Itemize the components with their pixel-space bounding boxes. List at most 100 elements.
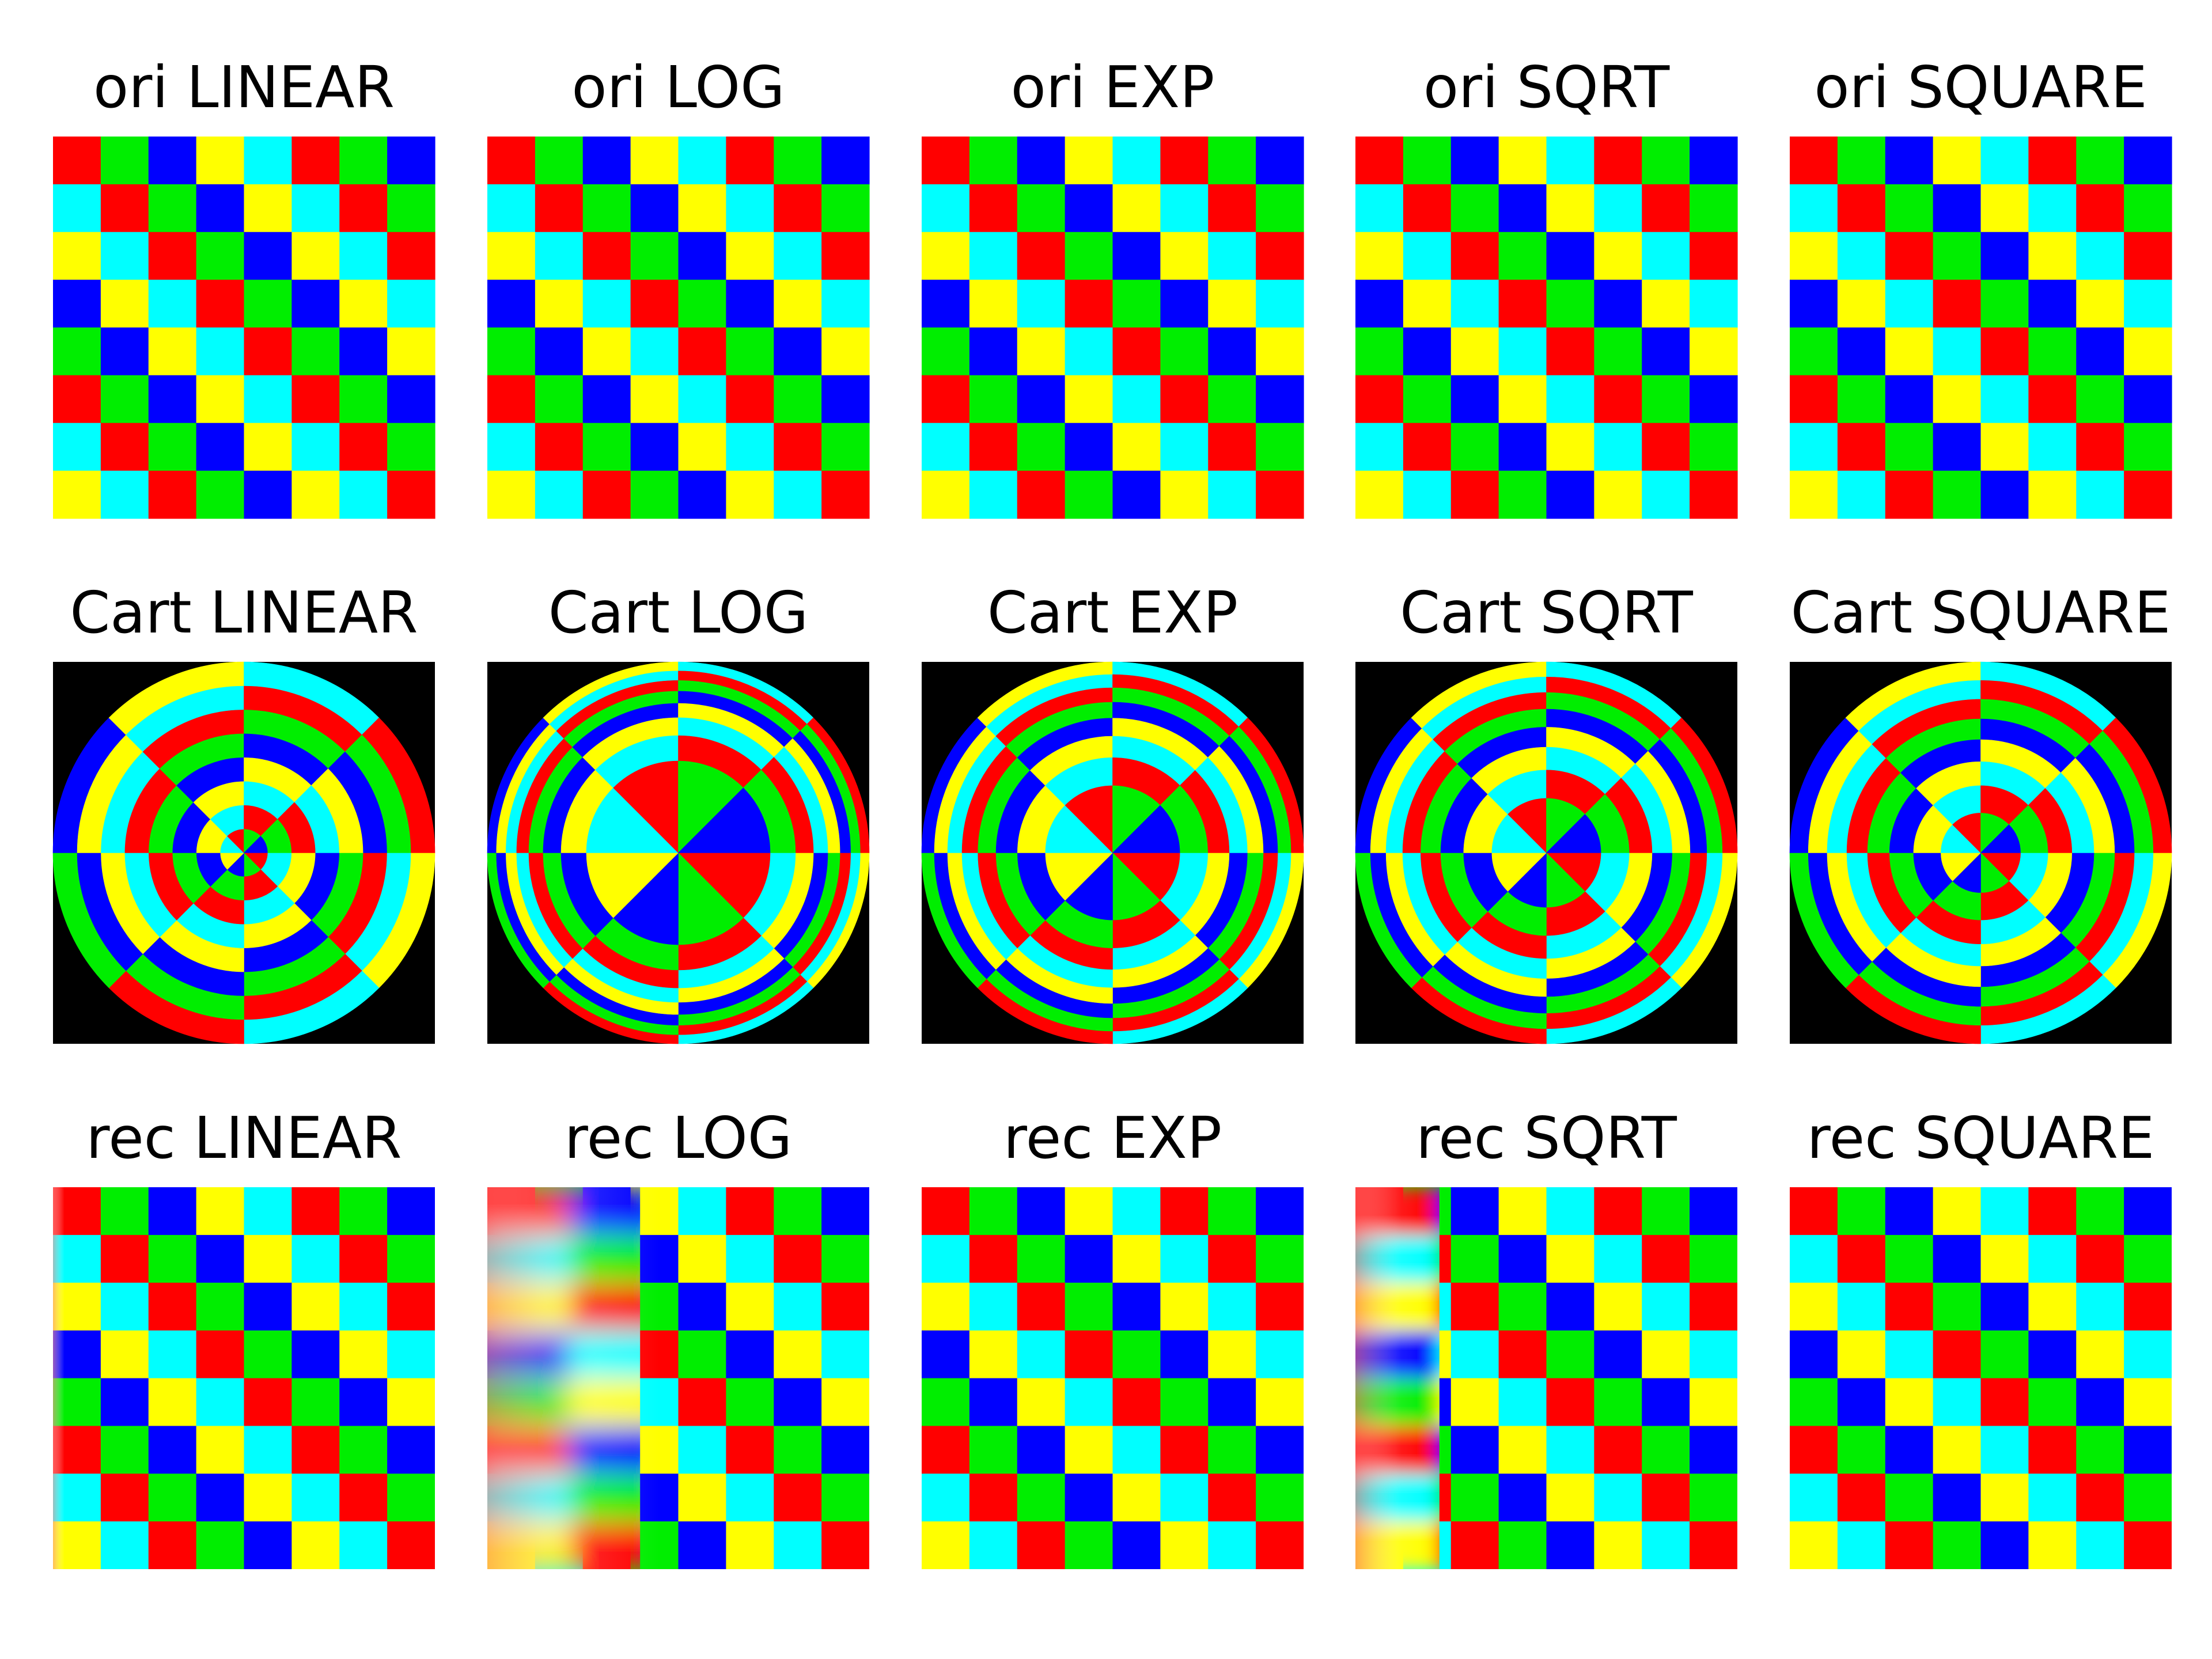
ori-cell-5-1 bbox=[1403, 375, 1452, 423]
ori-cell-3-0 bbox=[1355, 279, 1404, 328]
ori-cell-1-3 bbox=[1498, 184, 1547, 233]
ori-cell-2-5 bbox=[2028, 232, 2077, 281]
ori-cell-0-2 bbox=[148, 137, 197, 185]
ori-cell-4-6 bbox=[1208, 327, 1256, 376]
ori-cell-3-6 bbox=[2076, 279, 2124, 328]
rec-cell-3-4 bbox=[1112, 1330, 1161, 1379]
rec-cell-2-2 bbox=[1885, 1282, 1934, 1331]
ori-cell-2-0 bbox=[922, 232, 970, 281]
ori-cell-4-5 bbox=[2028, 327, 2077, 376]
panel-ori-3 bbox=[1355, 137, 1738, 519]
ori-cell-5-4 bbox=[1980, 375, 2029, 423]
rec-cell-2-3 bbox=[1933, 1282, 1982, 1331]
ori-cell-4-5 bbox=[291, 327, 340, 376]
rec-cell-6-3 bbox=[1933, 1474, 1982, 1522]
ori-cell-5-4 bbox=[1546, 375, 1594, 423]
ori-cell-3-4 bbox=[1112, 279, 1161, 328]
rec-cell-5-4 bbox=[1980, 1426, 2029, 1474]
rec-cell-1-3 bbox=[1933, 1234, 1982, 1283]
ori-cell-0-0 bbox=[1790, 137, 1838, 185]
ori-cell-7-1 bbox=[100, 471, 149, 519]
ori-cell-7-4 bbox=[244, 471, 292, 519]
rec-cell-5-0 bbox=[922, 1426, 970, 1474]
ori-cell-6-3 bbox=[630, 423, 679, 471]
ori-cell-0-2 bbox=[1885, 137, 1934, 185]
ori-cell-5-2 bbox=[148, 375, 197, 423]
rec-cell-0-5 bbox=[2028, 1187, 2077, 1236]
cart-sector-7-7 bbox=[806, 717, 870, 853]
panel-title-rec-0: rec LINEAR bbox=[86, 1104, 402, 1172]
ori-cell-0-2 bbox=[1450, 137, 1499, 185]
rec-cell-6-0 bbox=[922, 1474, 970, 1522]
ori-cell-1-6 bbox=[339, 184, 388, 233]
rec-cell-5-2 bbox=[1017, 1426, 1066, 1474]
ori-cell-3-4 bbox=[244, 279, 292, 328]
rec-cell-6-5 bbox=[2028, 1474, 2077, 1522]
ori-cell-4-0 bbox=[922, 327, 970, 376]
ori-cell-3-6 bbox=[1208, 279, 1256, 328]
rec-cell-6-0 bbox=[1790, 1474, 1838, 1522]
ori-cell-1-6 bbox=[774, 184, 822, 233]
ori-cell-7-1 bbox=[535, 471, 584, 519]
rec-cell-7-5 bbox=[2028, 1521, 2077, 1569]
rec-cell-5-7 bbox=[2124, 1426, 2172, 1474]
rec-cell-1-3 bbox=[1065, 1234, 1113, 1283]
ori-cell-2-7 bbox=[1256, 232, 1304, 281]
rec-cell-1-5 bbox=[1160, 1234, 1209, 1283]
ori-cell-2-0 bbox=[487, 232, 536, 281]
ori-cell-5-1 bbox=[1837, 375, 1886, 423]
ori-cell-5-2 bbox=[1450, 375, 1499, 423]
ori-cell-0-1 bbox=[1837, 137, 1886, 185]
ori-cell-0-6 bbox=[774, 137, 822, 185]
rec-cell-7-2 bbox=[1017, 1521, 1066, 1569]
rec-cell-2-0 bbox=[922, 1282, 970, 1331]
ori-cell-0-2 bbox=[1017, 137, 1066, 185]
ori-cell-5-0 bbox=[1790, 375, 1838, 423]
ori-cell-0-0 bbox=[1355, 137, 1404, 185]
rec-cell-2-7 bbox=[1256, 1282, 1304, 1331]
ori-cell-0-1 bbox=[1403, 137, 1452, 185]
ori-cell-5-0 bbox=[487, 375, 536, 423]
ori-cell-6-7 bbox=[1256, 423, 1304, 471]
ori-cell-1-0 bbox=[1790, 184, 1838, 233]
ori-cell-0-0 bbox=[53, 137, 101, 185]
rec-cell-4-7 bbox=[2124, 1378, 2172, 1426]
rec-cell-0-0 bbox=[1790, 1187, 1838, 1236]
rec-cell-5-6 bbox=[2076, 1426, 2124, 1474]
ori-cell-2-3 bbox=[630, 232, 679, 281]
ori-cell-0-5 bbox=[1160, 137, 1209, 185]
ori-cell-2-1 bbox=[535, 232, 584, 281]
ori-cell-0-7 bbox=[1690, 137, 1738, 185]
panel-ori-2 bbox=[922, 137, 1304, 519]
panel-rec-0 bbox=[53, 1187, 435, 1569]
ori-cell-6-4 bbox=[244, 423, 292, 471]
ori-cell-4-7 bbox=[387, 327, 435, 376]
panel-title-cart-3: Cart SQRT bbox=[1400, 579, 1693, 646]
rec-cell-4-5 bbox=[1160, 1378, 1209, 1426]
ori-cell-7-0 bbox=[922, 471, 970, 519]
ori-cell-6-6 bbox=[774, 423, 822, 471]
ori-cell-7-2 bbox=[1885, 471, 1934, 519]
ori-cell-6-1 bbox=[969, 423, 1018, 471]
rec-cell-0-2 bbox=[1017, 1187, 1066, 1236]
ori-cell-5-5 bbox=[291, 375, 340, 423]
ori-cell-4-4 bbox=[1980, 327, 2029, 376]
ori-cell-7-5 bbox=[1160, 471, 1209, 519]
ori-cell-4-6 bbox=[1642, 327, 1690, 376]
ori-cell-4-2 bbox=[1017, 327, 1066, 376]
ori-cell-0-5 bbox=[291, 137, 340, 185]
ori-cell-5-3 bbox=[630, 375, 679, 423]
rec-cell-5-7 bbox=[1256, 1426, 1304, 1474]
ori-cell-6-2 bbox=[1885, 423, 1934, 471]
rec-fade-overlay bbox=[53, 1187, 435, 1569]
ori-cell-6-7 bbox=[1690, 423, 1738, 471]
ori-cell-7-5 bbox=[291, 471, 340, 519]
ori-cell-0-1 bbox=[535, 137, 584, 185]
rec-cell-5-3 bbox=[1065, 1426, 1113, 1474]
rec-cell-7-1 bbox=[969, 1521, 1018, 1569]
ori-cell-7-6 bbox=[1208, 471, 1256, 519]
ori-cell-4-5 bbox=[1594, 327, 1642, 376]
ori-cell-3-4 bbox=[678, 279, 726, 328]
ori-cell-1-1 bbox=[535, 184, 584, 233]
ori-cell-3-3 bbox=[1498, 279, 1547, 328]
